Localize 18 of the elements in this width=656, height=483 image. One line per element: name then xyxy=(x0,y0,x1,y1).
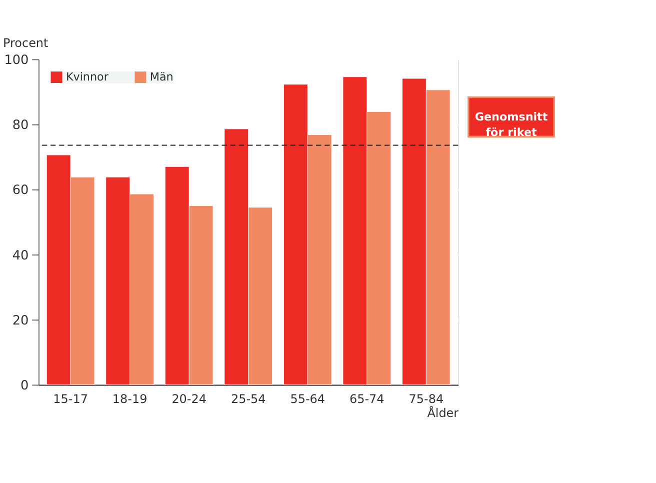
y-tick-label: 80 xyxy=(12,118,29,134)
y-tick-label: 100 xyxy=(4,53,29,68)
y-tick-label: 20 xyxy=(12,313,29,328)
x-tick-label: 75-84 xyxy=(408,392,444,406)
x-tick-label: 15-17 xyxy=(53,392,88,406)
x-tick-label: 55-64 xyxy=(290,392,326,406)
legend-label: Män xyxy=(150,70,174,84)
y-tick-label: 0 xyxy=(20,378,29,394)
ref-line-label: Genomsnitt för riket xyxy=(474,110,548,139)
y-tick-label: 40 xyxy=(12,248,29,264)
x-tick-label: 65-74 xyxy=(350,392,384,406)
x-tick-label: 25-54 xyxy=(230,392,266,406)
x-axis-title: Ålder xyxy=(427,404,459,420)
y-axis-title: Procent xyxy=(2,36,49,50)
legend-label: Kvinnor xyxy=(66,70,109,84)
x-tick-label: 18-19 xyxy=(112,392,148,406)
x-tick-label: 20-24 xyxy=(172,392,206,406)
y-tick-label: 60 xyxy=(12,183,29,198)
